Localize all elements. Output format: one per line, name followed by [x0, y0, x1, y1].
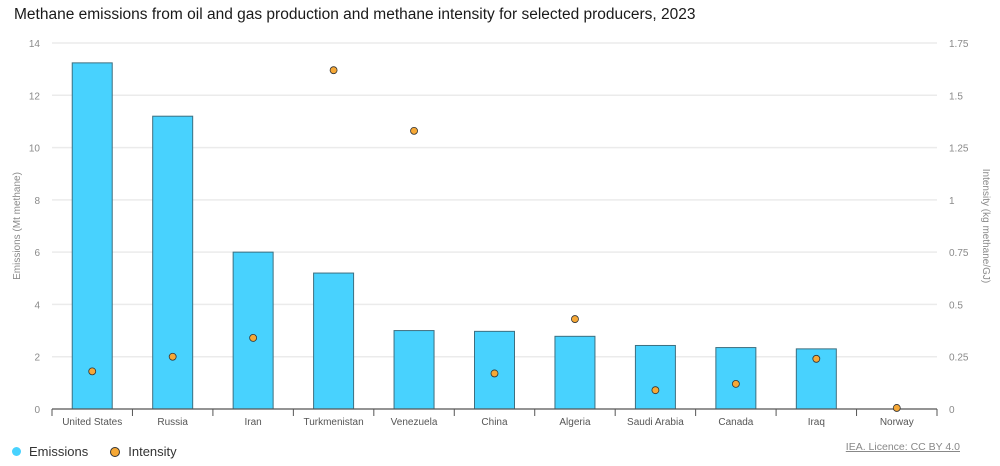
y-tick-label: 0: [34, 405, 40, 416]
point-intensity: [571, 315, 579, 323]
x-tick-label: United States: [62, 417, 122, 428]
x-tick-label: Saudi Arabia: [627, 417, 684, 428]
intensity-swatch: [110, 446, 121, 457]
x-tick-label: Norway: [880, 417, 914, 428]
bar-emissions: [393, 330, 435, 410]
bar-emissions: [232, 251, 274, 410]
point-intensity: [249, 333, 258, 342]
x-tick-label: Canada: [718, 417, 753, 428]
bar-emissions: [795, 348, 837, 410]
y-tick-label: 2: [34, 353, 40, 364]
point-intensity: [651, 386, 660, 395]
x-tick-label: China: [481, 417, 508, 428]
bar-emissions: [313, 272, 355, 410]
x-tick-label: Iraq: [808, 417, 825, 428]
chart-title: Methane emissions from oil and gas produ…: [14, 6, 696, 23]
emissions-swatch: [12, 447, 21, 456]
y-tick-label: 10: [29, 144, 41, 155]
y-axis-label: Emissions (Mt methane): [12, 172, 23, 280]
point-intensity: [88, 367, 97, 376]
legend: Emissions Intensity: [12, 444, 177, 459]
point-intensity: [490, 369, 499, 378]
point-intensity: [168, 352, 177, 361]
point-intensity: [329, 66, 338, 75]
y-tick-label: 14: [29, 39, 41, 50]
legend-label: Intensity: [128, 444, 177, 459]
y-tick-label: 8: [34, 196, 40, 207]
y2-tick-label: 1: [949, 196, 955, 207]
y2-tick-label: 1.75: [949, 39, 969, 50]
chart: 0 2 4 6 8 10 12 14 0 0.25 0.5 0.75 1 1.25 1.5 1.75 Emiss…: [12, 39, 991, 428]
y2-tick-label: 0.25: [949, 353, 969, 364]
point-intensity: [892, 404, 901, 412]
x-tick-label: Algeria: [559, 417, 591, 428]
x-tick-label: Iran: [245, 417, 262, 428]
point-intensity: [410, 126, 418, 135]
y2-tick-label: 1.5: [949, 91, 963, 102]
x-tick-label: Venezuela: [391, 417, 438, 428]
x-tick-label: Russia: [157, 417, 188, 428]
y2-axis-label: Intensity (kg methane/GJ): [980, 169, 991, 284]
legend-item-intensity[interactable]: Intensity: [110, 444, 177, 459]
y2-tick-label: 1.25: [949, 144, 969, 155]
legend-label: Emissions: [29, 444, 89, 459]
bar-emissions: [71, 62, 113, 410]
y-tick-label: 4: [34, 300, 40, 311]
bar-emissions: [715, 347, 757, 410]
point-intensity: [731, 380, 740, 388]
y2-tick-label: 0.75: [949, 248, 969, 259]
y-tick-label: 6: [34, 248, 40, 259]
y-tick-label: 12: [29, 91, 41, 102]
licence-link[interactable]: IEA. Licence: CC BY 4.0: [845, 441, 960, 453]
bar-emissions: [152, 115, 194, 410]
x-tick-label: Turkmenistan: [303, 417, 363, 428]
y2-tick-label: 0.5: [949, 300, 963, 311]
legend-item-emissions[interactable]: Emissions: [12, 444, 88, 459]
bar-emissions: [634, 344, 676, 410]
point-intensity: [812, 354, 821, 363]
y2-tick-label: 0: [949, 405, 955, 416]
bar-emissions: [554, 335, 596, 410]
